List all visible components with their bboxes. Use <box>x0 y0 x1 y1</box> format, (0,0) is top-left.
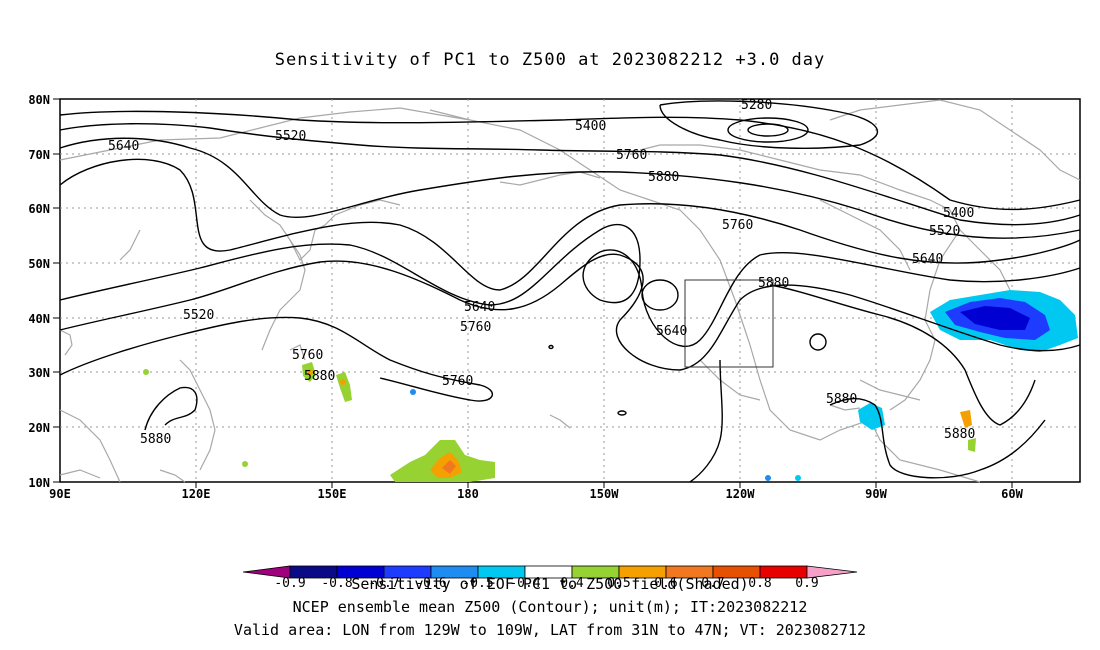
z500-contours <box>59 100 1081 483</box>
map-title: Sensitivity of PC1 to Z500 at 2023082212… <box>274 50 826 70</box>
lon-label: 60W <box>1001 487 1023 501</box>
colorbar-high-arrow <box>806 565 858 579</box>
colorbar-tick-label: 0.8 <box>748 576 771 591</box>
colorbar-tick-label: -0.7 <box>368 576 399 591</box>
colorbar-tick-label: -0.5 <box>462 576 493 591</box>
lat-axis: 80N 70N 60N 50N 40N 30N 20N 10N <box>28 93 50 490</box>
contour-label: 5760 <box>292 348 323 363</box>
colorbar-tick-label: 0.7 <box>701 576 724 591</box>
contour-label: 5400 <box>943 206 974 221</box>
footer-line-3: Valid area: LON from 129W to 109W, LAT f… <box>233 621 867 639</box>
contour-label: 5760 <box>460 320 491 335</box>
shade-negative-gulf <box>858 403 885 430</box>
colorbar-tick-label: 0.4 <box>560 576 584 591</box>
shade-negative-atlantic-inner <box>960 306 1030 330</box>
contour-label: 5880 <box>648 170 679 185</box>
contour-label: 5640 <box>912 252 943 267</box>
contour-label: 5880 <box>826 392 857 407</box>
contour-label: 5640 <box>464 300 495 315</box>
colorbar: -0.9 -0.8 -0.7 -0.6 -0.5 -0.4 0.4 0.5 0.… <box>242 565 858 591</box>
lat-label: 10N <box>28 476 50 490</box>
lon-label: 180 <box>457 487 479 501</box>
contour-label: 5640 <box>108 139 139 154</box>
lon-ticks <box>195 482 1013 488</box>
colorbar-tick-label: 0.6 <box>654 576 677 591</box>
contour-label: 5520 <box>275 129 306 144</box>
lon-label: 150E <box>318 487 347 501</box>
contour-label: 5760 <box>722 218 753 233</box>
contour-label: 5760 <box>616 148 647 163</box>
contour-label: 5280 <box>741 98 772 113</box>
contour-label: 5880 <box>140 432 171 447</box>
lon-label: 90W <box>865 487 887 501</box>
lat-label: 60N <box>28 202 50 216</box>
footer-line-1: Sensitivity of EOF PC1 to Z500 field(Sha… <box>351 575 749 593</box>
colorbar-tick-label: 0.9 <box>795 576 818 591</box>
shade-positive-pacific-2 <box>336 372 352 402</box>
valid-area-box <box>684 279 774 368</box>
colorbar-tick-label: -0.8 <box>321 576 352 591</box>
contour-label: 5400 <box>575 119 606 134</box>
lat-label: 70N <box>28 148 50 162</box>
shade-positive-caribbean-2 <box>968 438 976 452</box>
shade-positive-caribbean <box>960 410 972 428</box>
contour-label: 5760 <box>442 374 473 389</box>
footer-line-2: NCEP ensemble mean Z500 (Contour); unit(… <box>292 598 808 616</box>
colorbar-tick-label: -0.4 <box>509 576 540 591</box>
map-frame <box>59 98 1081 483</box>
contour-labels: 5280 5400 5520 5640 5760 5880 5400 5520 … <box>108 98 975 447</box>
colorbar-tick-label: 0.5 <box>607 576 630 591</box>
lon-axis: 90E 120E 150E 180 150W 120W 90W 60W <box>49 487 1023 501</box>
lon-label: 150W <box>590 487 620 501</box>
contour-label: 5520 <box>183 308 214 323</box>
lon-label: 90E <box>49 487 71 501</box>
colorbar-tick-label: -0.9 <box>274 576 305 591</box>
colorbar-tick-label: -0.6 <box>415 576 446 591</box>
lat-label: 40N <box>28 312 50 326</box>
lat-label: 20N <box>28 421 50 435</box>
lat-label: 30N <box>28 366 50 380</box>
lat-label: 50N <box>28 257 50 271</box>
contour-label: 5880 <box>758 276 789 291</box>
contour-label: 5880 <box>304 369 335 384</box>
shaded-sensitivity <box>143 290 1078 482</box>
lat-ticks <box>53 98 60 483</box>
lat-label: 80N <box>28 93 50 107</box>
shade-positive-dateline-inner <box>442 460 456 474</box>
lon-label: 120E <box>182 487 211 501</box>
contour-label: 5640 <box>656 324 687 339</box>
contour-label: 5520 <box>929 224 960 239</box>
contour-label: 5880 <box>944 427 975 442</box>
lon-label: 120W <box>726 487 756 501</box>
